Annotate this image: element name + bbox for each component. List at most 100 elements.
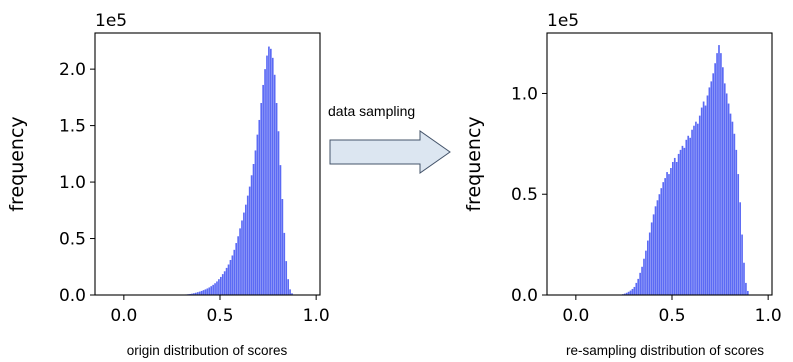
- histogram-bar: [214, 283, 216, 295]
- histogram-bar: [256, 134, 259, 295]
- histogram-bar: [202, 290, 205, 295]
- x-tick-label: 0.0: [562, 306, 589, 326]
- histogram-bar: [635, 282, 638, 295]
- histogram-bar: [727, 103, 730, 295]
- y-offset-text: 1e5: [95, 11, 127, 31]
- histogram-bar: [277, 131, 280, 295]
- histogram-bar: [723, 83, 726, 295]
- histogram-bar: [260, 103, 263, 296]
- histogram-bar: [743, 262, 745, 295]
- y-tick-label: 2.0: [59, 60, 86, 80]
- y-axis-ticks: 0.0 0.5 1.0 1.5 2.0: [59, 60, 95, 306]
- histogram-bar: [683, 147, 686, 295]
- y-tick-label: 0.0: [59, 286, 86, 306]
- histogram-bar: [270, 48, 272, 296]
- histogram-bar: [291, 293, 293, 295]
- histogram-bar: [716, 53, 718, 296]
- histogram-bar: [289, 289, 291, 295]
- histogram-bar: [693, 125, 695, 296]
- histogram-bar: [670, 168, 672, 295]
- x-tick-label: 0.5: [206, 306, 233, 326]
- histogram-bar: [631, 288, 634, 295]
- histogram-bar: [648, 232, 651, 295]
- histogram-bar: [206, 288, 209, 295]
- histogram-bar: [737, 174, 740, 295]
- histogram-bar: [720, 53, 722, 296]
- histogram-bar: [204, 289, 207, 295]
- histogram-bar: [668, 174, 670, 295]
- histogram-bar: [252, 164, 255, 295]
- y-tick-label: 1.5: [59, 117, 86, 137]
- histogram-bar: [689, 137, 691, 295]
- histogram-bar: [212, 284, 214, 295]
- x-axis-ticks: 0.0 0.5 1.0: [110, 295, 330, 326]
- histogram-bar: [193, 293, 195, 295]
- chart-origin-distribution: 0.0 0.5 1.0 0.00.51.01.52.0 1e5 frequency …: [6, 11, 330, 358]
- histogram-bar: [739, 202, 741, 295]
- histogram-bar: [221, 274, 224, 295]
- histogram-bar: [210, 286, 213, 295]
- x-axis-label: re-sampling distribution of scores: [566, 343, 764, 358]
- histogram-bar: [262, 84, 264, 295]
- histogram-bar: [287, 279, 289, 295]
- right-arrow-icon: [329, 130, 451, 174]
- histogram-bar: [218, 279, 220, 295]
- histogram-bar: [691, 129, 693, 295]
- histogram-bar: [650, 222, 653, 295]
- histogram-bar: [250, 175, 253, 295]
- histogram-bar: [266, 55, 268, 296]
- x-axis-label: origin distribution of scores: [127, 343, 288, 358]
- histogram-bar: [633, 286, 636, 295]
- histogram-bar: [645, 250, 647, 295]
- histogram-bar: [712, 73, 715, 295]
- histogram-bar: [273, 74, 276, 295]
- histogram-bar: [200, 290, 203, 295]
- histogram-bar: [229, 259, 232, 295]
- histogram-bars: [181, 46, 295, 296]
- data-sampling-arrow: data sampling: [328, 103, 451, 174]
- histogram-bar: [243, 212, 245, 295]
- histogram-bar: [735, 149, 738, 295]
- y-tick-label: 0.5: [511, 185, 538, 205]
- x-tick-label: 1.0: [303, 306, 330, 326]
- histogram-bar: [706, 95, 709, 295]
- histogram-bar: [268, 46, 270, 295]
- histogram-bar: [623, 293, 626, 295]
- y-axis-ticks: 0.0 0.5 1.0: [511, 84, 547, 306]
- y-tick-label: 0.0: [511, 286, 538, 306]
- histogram-bar: [677, 153, 680, 295]
- histogram-bar: [279, 165, 282, 295]
- histogram-bar: [673, 157, 676, 295]
- plot-frame: [94, 32, 321, 296]
- histogram-bar: [660, 188, 663, 295]
- histogram-bar: [687, 135, 690, 295]
- histogram-bar: [729, 113, 732, 296]
- histogram-bar: [685, 139, 688, 295]
- plot-frame: [546, 32, 773, 296]
- y-offset-text: 1e5: [547, 11, 579, 31]
- histogram-bar: [191, 293, 193, 295]
- histogram-bar: [248, 186, 251, 295]
- y-axis-label: frequency: [463, 116, 485, 211]
- histogram-bar: [239, 228, 241, 295]
- histogram-bar: [681, 145, 684, 295]
- histogram-bar: [208, 287, 211, 295]
- histogram-bar: [654, 206, 657, 295]
- histogram-bar: [698, 115, 701, 295]
- histogram-bar: [704, 105, 707, 295]
- x-tick-label: 0.0: [110, 306, 137, 326]
- histogram-bar: [658, 194, 661, 295]
- histogram-bar: [675, 161, 678, 295]
- histogram-bar: [196, 292, 199, 295]
- histogram-bar: [246, 195, 249, 295]
- histogram-bar: [647, 240, 649, 295]
- histogram-bar: [227, 264, 230, 295]
- histogram-bar: [652, 214, 655, 295]
- histogram-bar: [714, 63, 716, 296]
- histogram-bar: [741, 234, 743, 295]
- arrow-label: data sampling: [328, 103, 415, 119]
- histogram-bar: [641, 266, 643, 295]
- histogram-bar: [245, 204, 247, 295]
- histogram-bar: [231, 255, 234, 295]
- histogram-bars: [620, 45, 749, 296]
